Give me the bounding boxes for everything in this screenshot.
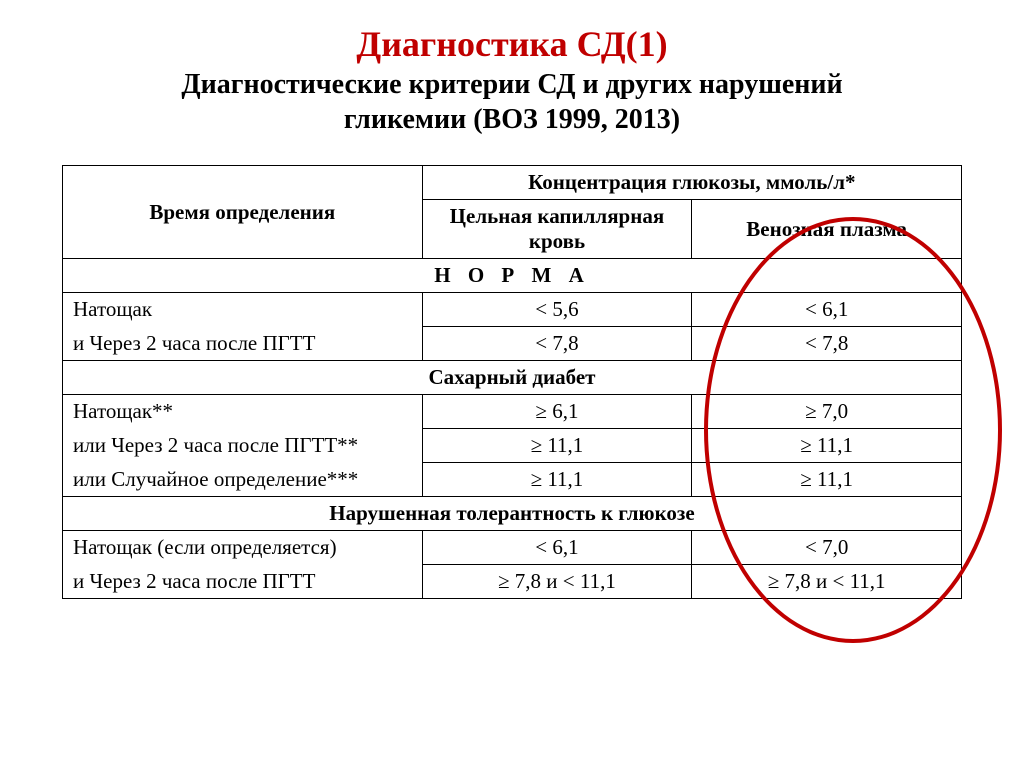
table-row: или Через 2 часа после ПГТТ** ≥ 11,1 ≥ 1…	[63, 429, 962, 463]
table-wrapper: Время определения Концентрация глюкозы, …	[62, 165, 962, 599]
row-cap: < 5,6	[422, 293, 692, 327]
row-cap: ≥ 11,1	[422, 463, 692, 497]
row-label: Натощак	[63, 293, 423, 327]
row-label: или Случайное определение***	[63, 463, 423, 497]
table-row: Натощак** ≥ 6,1 ≥ 7,0	[63, 395, 962, 429]
title-sub-line1: Диагностические критерии СД и других нар…	[0, 67, 1024, 102]
row-cap: ≥ 7,8 и < 11,1	[422, 565, 692, 599]
row-label: и Через 2 часа после ПГТТ	[63, 327, 423, 361]
row-ven: < 7,0	[692, 531, 962, 565]
row-cap: < 7,8	[422, 327, 692, 361]
row-label: и Через 2 часа после ПГТТ	[63, 565, 423, 599]
row-label: Натощак (если определяется)	[63, 531, 423, 565]
title-block: Диагностика СД(1) Диагностические критер…	[0, 0, 1024, 137]
title-sub-line2: гликемии (ВОЗ 1999, 2013)	[0, 102, 1024, 137]
row-ven: < 6,1	[692, 293, 962, 327]
row-label: или Через 2 часа после ПГТТ**	[63, 429, 423, 463]
table-row: Натощак < 5,6 < 6,1	[63, 293, 962, 327]
header-capillary: Цельная капиллярная кровь	[422, 200, 692, 259]
row-ven: < 7,8	[692, 327, 962, 361]
row-cap: ≥ 11,1	[422, 429, 692, 463]
section-diabetes: Сахарный диабет	[63, 361, 962, 395]
header-time: Время определения	[63, 166, 423, 259]
diagnostic-table: Время определения Концентрация глюкозы, …	[62, 165, 962, 599]
row-cap: ≥ 6,1	[422, 395, 692, 429]
row-ven: ≥ 7,8 и < 11,1	[692, 565, 962, 599]
table-row: Натощак (если определяется) < 6,1 < 7,0	[63, 531, 962, 565]
header-venous: Венозная плазма	[692, 200, 962, 259]
section-norma: Н О Р М А	[63, 259, 962, 293]
table-row: и Через 2 часа после ПГТТ < 7,8 < 7,8	[63, 327, 962, 361]
row-ven: ≥ 11,1	[692, 429, 962, 463]
table-row: или Случайное определение*** ≥ 11,1 ≥ 11…	[63, 463, 962, 497]
row-label: Натощак**	[63, 395, 423, 429]
title-main: Диагностика СД(1)	[356, 24, 667, 64]
row-ven: ≥ 11,1	[692, 463, 962, 497]
table-row: и Через 2 часа после ПГТТ ≥ 7,8 и < 11,1…	[63, 565, 962, 599]
section-igt: Нарушенная толерантность к глюкозе	[63, 497, 962, 531]
row-cap: < 6,1	[422, 531, 692, 565]
row-ven: ≥ 7,0	[692, 395, 962, 429]
header-concentration: Концентрация глюкозы, ммоль/л*	[422, 166, 961, 200]
